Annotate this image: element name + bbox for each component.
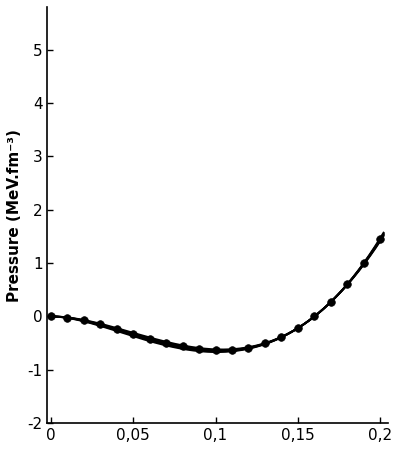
Y-axis label: Pressure (MeV.fm⁻³): Pressure (MeV.fm⁻³): [7, 129, 22, 302]
